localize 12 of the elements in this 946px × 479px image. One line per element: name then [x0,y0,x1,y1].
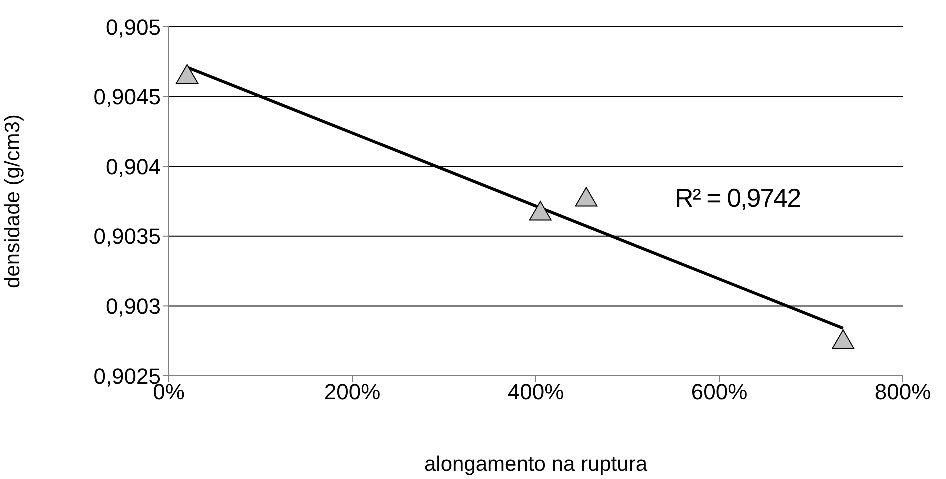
x-tick-label: 800% [874,380,932,405]
x-tick-label: 200% [324,380,381,405]
y-axis-title: densidade (g/cm3) [1,114,24,288]
x-tick-label: 600% [691,380,748,405]
y-tick-label: 0,905 [106,14,161,40]
x-axis-title: alongamento na ruptura [424,453,648,476]
y-tick-label: 0,903 [106,294,161,320]
y-tick-label: 0,904 [106,154,161,180]
annotation: R² = 0,9742 [675,183,801,214]
y-tick-label: 0,9035 [94,224,161,250]
y-tick-label: 0,9045 [94,84,161,110]
x-tick-label: 400% [508,380,564,405]
